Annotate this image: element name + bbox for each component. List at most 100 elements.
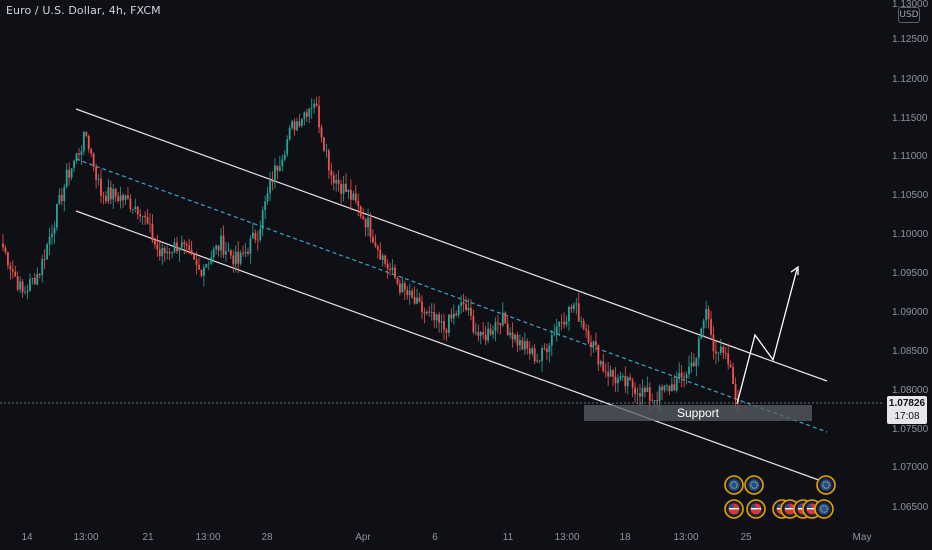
x-tick-label: 28 <box>261 532 273 543</box>
symbol-title[interactable]: Euro / U.S. Dollar, 4h, FXCM <box>6 4 161 17</box>
candle-body <box>470 307 472 316</box>
support-label: Support <box>676 406 720 420</box>
candle-body <box>678 372 681 379</box>
candle-body <box>335 179 338 184</box>
us-canton-icon <box>729 504 734 508</box>
candle-body <box>180 242 183 248</box>
candle-body <box>707 308 710 320</box>
eu-flag-icon <box>820 479 832 491</box>
candle-body <box>685 374 688 379</box>
candle-body <box>82 132 85 152</box>
candle-body <box>100 178 102 196</box>
candle-body <box>541 348 543 362</box>
candle-body <box>582 321 585 329</box>
candle-body <box>190 249 193 255</box>
candle-body <box>261 210 264 229</box>
candle-body <box>46 244 48 260</box>
candle-body <box>200 269 203 276</box>
candle-body <box>411 290 414 298</box>
candle-body <box>695 357 698 367</box>
candle-body <box>102 195 105 197</box>
candle-body <box>394 267 396 278</box>
candle-body <box>700 328 703 339</box>
candle-body <box>26 290 29 293</box>
candle-body <box>237 251 240 264</box>
candle-body <box>477 332 480 336</box>
candle-body <box>621 376 624 377</box>
channel-mid-line[interactable] <box>75 158 828 433</box>
candle-body <box>612 370 614 377</box>
candle-body <box>514 334 516 340</box>
last-price-value: 1.07826 <box>888 398 926 409</box>
candle-body <box>521 340 524 350</box>
candle-body <box>291 121 293 128</box>
candle-body <box>506 323 509 336</box>
candle-body <box>435 314 438 321</box>
candle-body <box>563 322 565 325</box>
candle-body <box>249 238 252 254</box>
candle-body <box>325 150 328 152</box>
candle-body <box>185 244 188 246</box>
candle-body <box>653 400 656 402</box>
candle-body <box>78 153 80 155</box>
candle-body <box>629 377 632 381</box>
candle-body <box>274 165 276 183</box>
candle-body <box>374 242 377 247</box>
candle-body <box>729 364 732 368</box>
y-tick-label: 1.07000 <box>892 462 929 473</box>
candle-body <box>575 303 578 305</box>
candle-body <box>198 264 200 270</box>
candle-body <box>492 330 494 335</box>
candle-body <box>234 251 237 265</box>
candle-body <box>14 271 17 277</box>
candle-body <box>425 311 428 314</box>
candle-body <box>129 198 132 210</box>
bar-countdown: 17:08 <box>894 411 920 422</box>
candle-body <box>396 277 399 284</box>
candle-body <box>487 328 489 341</box>
y-tick-label: 1.12500 <box>892 34 929 45</box>
candle-body <box>399 283 401 293</box>
candle-body <box>639 393 641 397</box>
candle-body <box>80 151 83 155</box>
candle-body <box>75 153 78 161</box>
candle-body <box>320 127 323 138</box>
candle-body <box>683 377 685 379</box>
candle-body <box>119 195 122 202</box>
candle-body <box>523 341 526 350</box>
candle-body <box>136 206 139 215</box>
candle-body <box>560 321 563 323</box>
candle-body <box>332 175 335 184</box>
candle-body <box>604 371 607 373</box>
y-tick-label: 1.07500 <box>892 424 929 435</box>
candle-body <box>38 273 41 276</box>
candle-body <box>112 188 115 200</box>
candle-body <box>389 268 391 270</box>
candle-body <box>151 224 154 241</box>
candle-body <box>511 332 514 340</box>
candle-body <box>144 215 146 218</box>
eu-flag-icon <box>818 503 830 515</box>
last-price-tag: 1.07826 17:08 <box>887 396 927 424</box>
candle-body <box>36 273 39 285</box>
candle-body <box>528 348 531 354</box>
support-zone[interactable] <box>584 405 812 421</box>
candle-body <box>161 247 164 257</box>
candle-body <box>531 348 534 354</box>
channel-lower-line[interactable] <box>75 210 828 484</box>
candle-body <box>408 290 411 296</box>
candle-body <box>727 353 730 365</box>
candle-body <box>599 361 602 365</box>
candle-body <box>724 352 727 354</box>
candle-body <box>391 267 394 270</box>
candle-body <box>95 166 97 180</box>
projection-path[interactable] <box>736 268 798 405</box>
currency-badge[interactable]: USD <box>898 7 920 23</box>
candle-body <box>359 206 362 217</box>
candle-body <box>734 384 737 400</box>
candle-body <box>51 233 53 238</box>
candle-body <box>310 107 313 109</box>
candle-body <box>41 259 44 276</box>
